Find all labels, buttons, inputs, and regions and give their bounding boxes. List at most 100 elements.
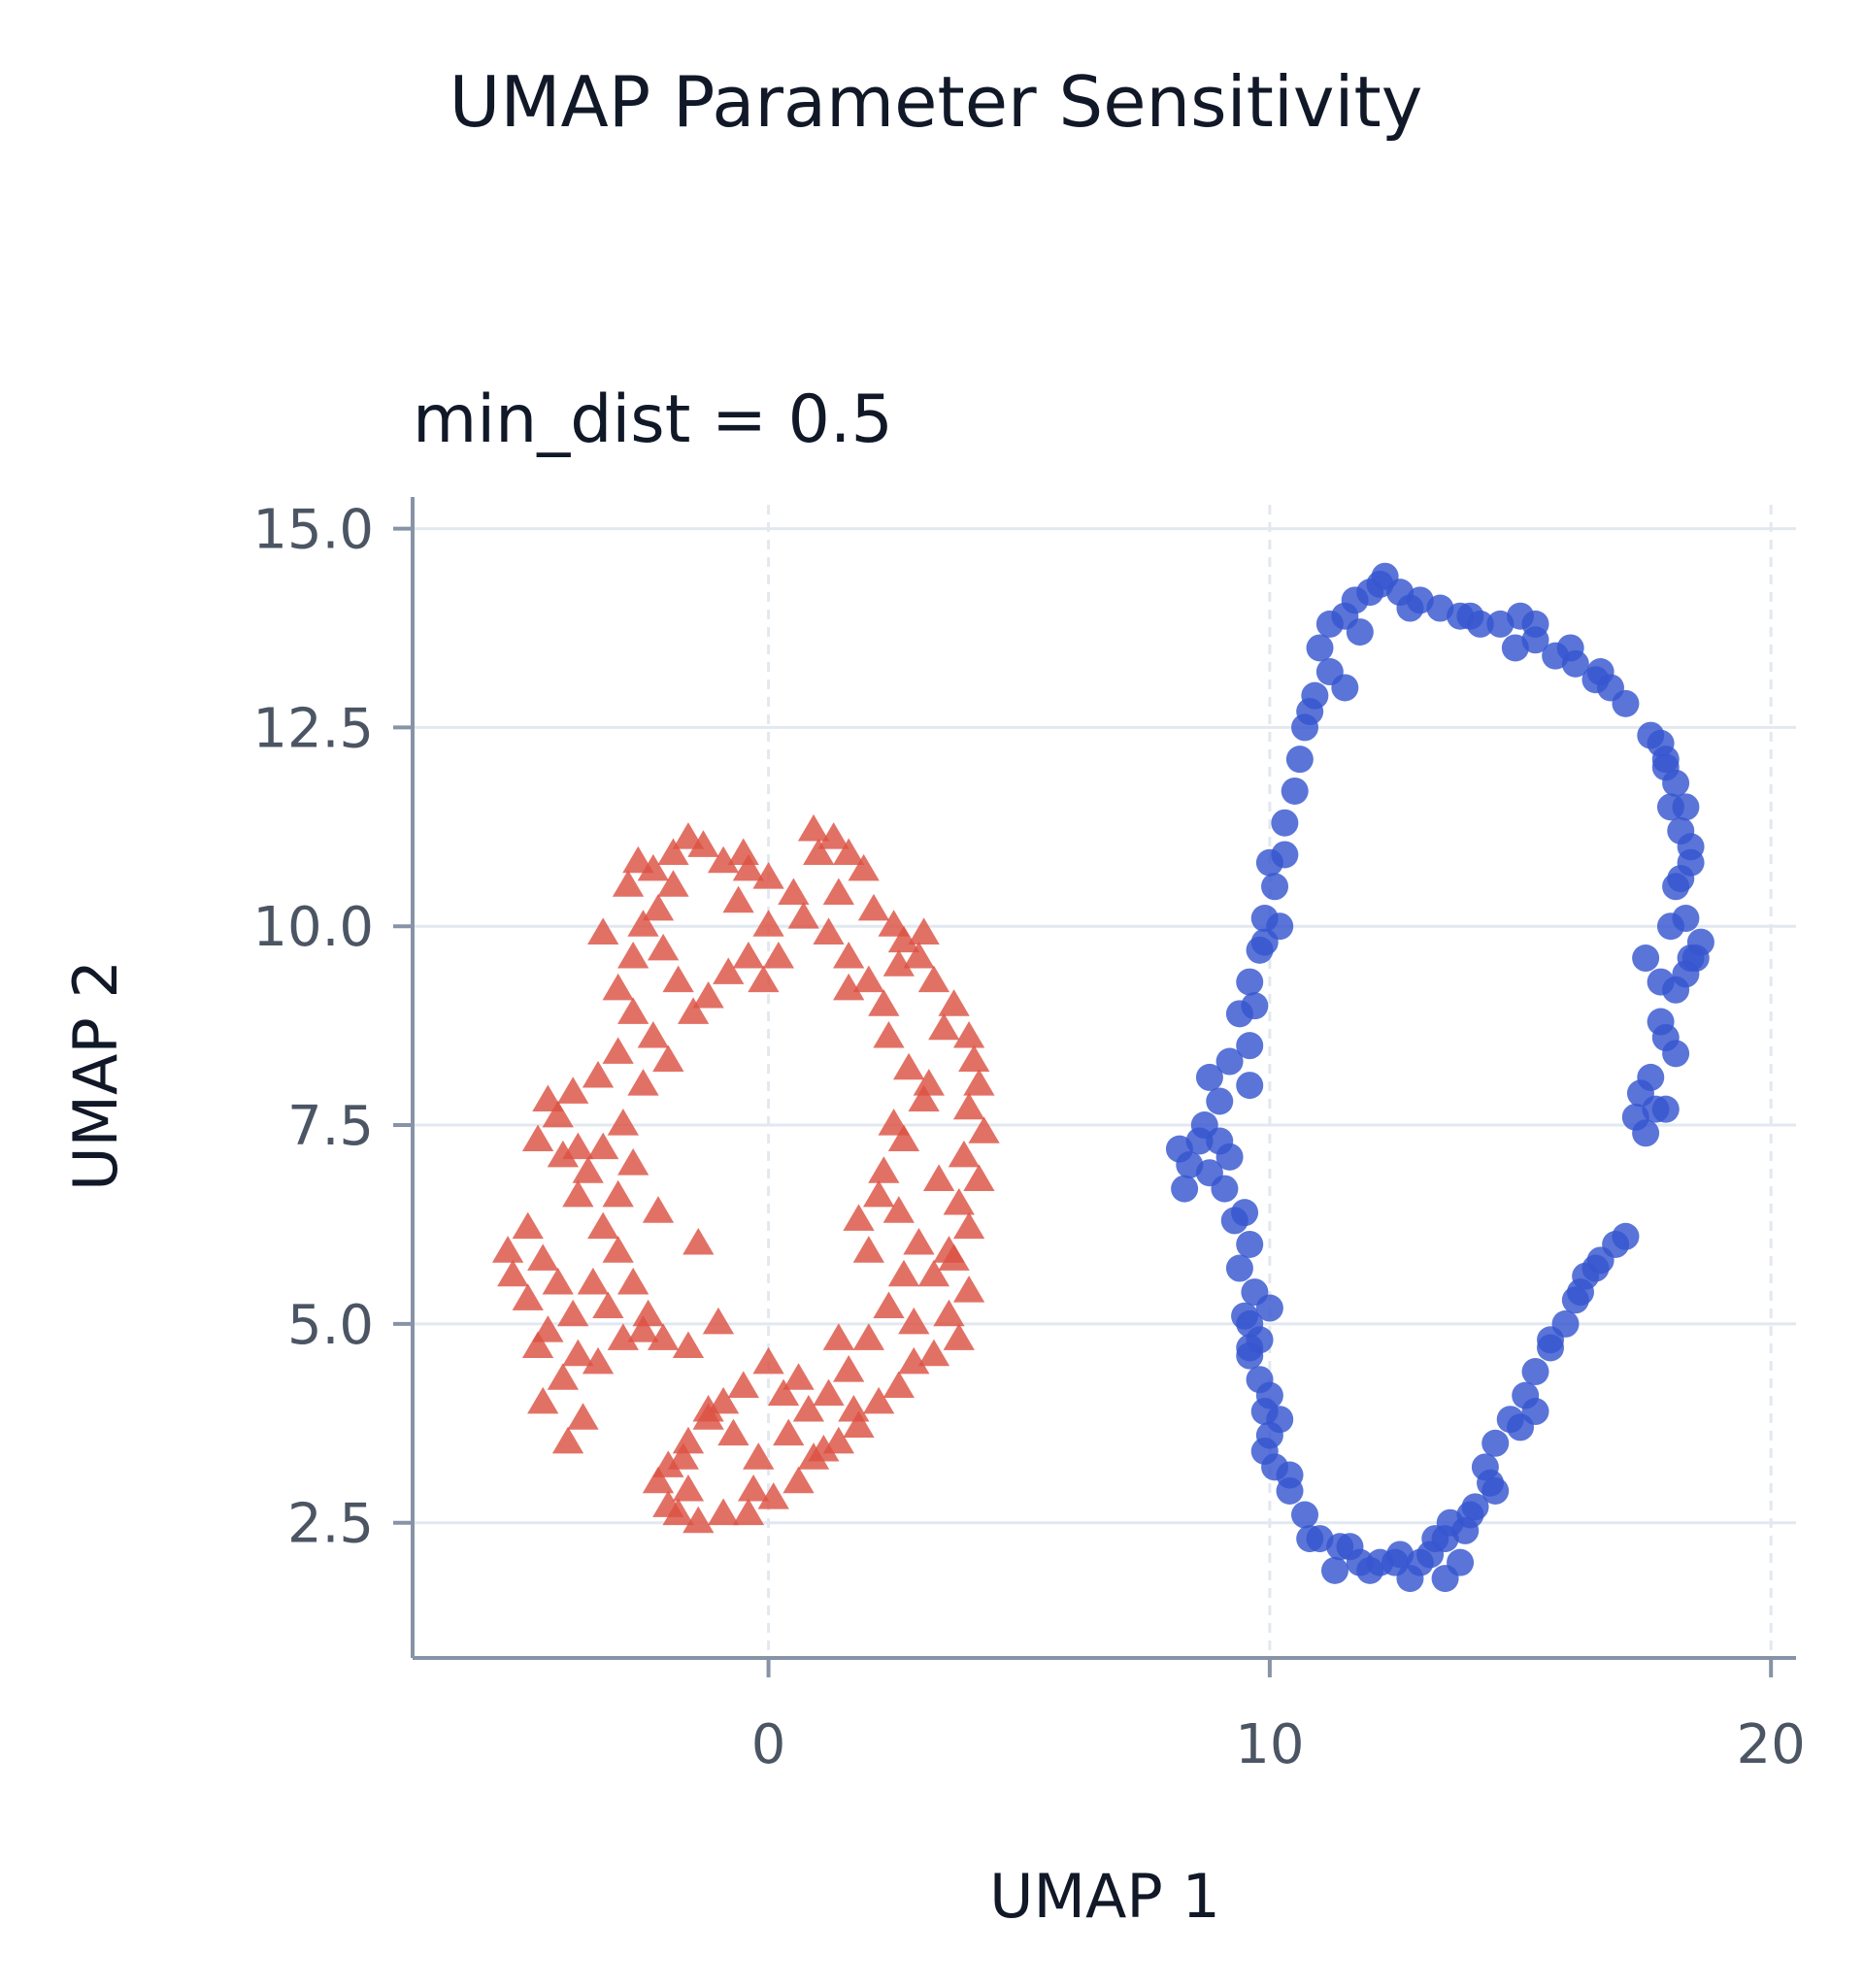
series-1-points	[1165, 562, 1714, 1593]
triangle-point	[491, 1236, 524, 1263]
circle-point	[1667, 865, 1695, 893]
circle-point	[1261, 873, 1289, 901]
x-tick-label: 0	[751, 1713, 786, 1776]
circle-point	[1236, 1230, 1264, 1258]
circle-point	[1171, 1175, 1199, 1203]
triangle-point	[622, 845, 654, 874]
circle-point	[1236, 968, 1264, 996]
triangle-point	[702, 1307, 735, 1335]
circle-point	[1336, 1533, 1364, 1561]
circle-point	[1195, 1063, 1223, 1091]
triangle-point	[792, 1395, 825, 1422]
circle-point	[1225, 1254, 1253, 1282]
y-tick-label: 5.0	[287, 1294, 374, 1357]
triangle-point	[732, 853, 765, 881]
triangle-point	[882, 1371, 915, 1398]
triangle-point	[627, 1315, 659, 1342]
triangle-point	[717, 1418, 749, 1446]
triangle-point	[512, 1283, 544, 1310]
triangle-point	[707, 845, 740, 874]
triangle-point	[863, 1386, 895, 1414]
triangle-point	[968, 1116, 1000, 1143]
x-tick-label: 10	[1235, 1713, 1304, 1776]
triangle-point	[903, 942, 935, 969]
triangle-point	[682, 1227, 715, 1255]
triangle-point	[707, 1498, 740, 1526]
circle-point	[1456, 602, 1484, 630]
circle-point	[1271, 809, 1299, 837]
circle-point	[1291, 1501, 1319, 1529]
triangle-point	[917, 965, 950, 993]
triangle-point	[958, 1044, 990, 1073]
triangle-point	[617, 942, 649, 969]
triangle-point	[587, 1211, 619, 1240]
circle-point	[1677, 944, 1705, 973]
triangle-point	[512, 1211, 544, 1240]
triangle-point	[632, 1299, 664, 1327]
triangle-point	[652, 1044, 684, 1073]
triangle-point	[882, 1196, 915, 1223]
x-axis-label: UMAP 1	[989, 1861, 1220, 1932]
triangle-point	[532, 1084, 564, 1112]
triangle-point	[582, 1060, 615, 1088]
circle-point	[1581, 1254, 1610, 1282]
triangle-point	[577, 1267, 610, 1295]
triangle-point	[521, 1331, 554, 1359]
triangle-point	[852, 1236, 884, 1263]
triangle-point	[672, 1426, 705, 1454]
triangle-point	[767, 1378, 800, 1407]
triangle-point	[843, 1204, 875, 1231]
triangle-point	[648, 933, 680, 961]
triangle-point	[917, 1259, 950, 1287]
triangle-point	[903, 1227, 935, 1255]
triangle-point	[527, 1243, 559, 1271]
circle-point	[1477, 1469, 1505, 1497]
triangle-point	[952, 1020, 985, 1048]
circle-point	[1306, 634, 1334, 662]
triangle-point	[562, 1339, 594, 1367]
circle-point	[1255, 1294, 1283, 1322]
triangle-point	[692, 980, 724, 1009]
triangle-point	[627, 910, 659, 937]
triangle-point	[562, 1179, 594, 1208]
circle-point	[1231, 1199, 1259, 1227]
triangle-point	[752, 910, 784, 937]
triangle-point	[813, 917, 845, 944]
triangle-point	[922, 1164, 955, 1191]
circle-point	[1285, 746, 1314, 774]
triangle-point	[557, 1077, 589, 1104]
triangle-point	[773, 1418, 805, 1446]
circle-point	[1381, 1548, 1409, 1576]
triangle-point	[687, 830, 719, 857]
triangle-point	[898, 1307, 930, 1335]
triangle-point	[672, 1474, 705, 1502]
triangle-point	[727, 1371, 759, 1398]
circle-point	[1647, 729, 1675, 757]
triangle-point	[887, 1259, 920, 1287]
triangle-point	[762, 942, 795, 969]
circle-point	[1236, 1072, 1264, 1100]
triangle-point	[857, 893, 890, 921]
triangle-point	[732, 942, 765, 969]
x-tick-label: 20	[1737, 1713, 1806, 1776]
triangle-point	[963, 1164, 995, 1191]
circle-point	[1206, 1087, 1234, 1115]
triangle-point	[963, 1069, 995, 1096]
triangle-point	[797, 813, 830, 842]
triangle-point	[817, 822, 849, 849]
triangle-point	[882, 949, 915, 977]
triangle-point	[873, 1291, 905, 1319]
circle-point	[1521, 610, 1549, 638]
tick-labels: 2.5 5.0 7.5 10.0 12.5 15.0 0 10 20	[252, 499, 1806, 1776]
triangle-point	[943, 1323, 975, 1350]
circle-point	[1315, 610, 1344, 638]
triangle-point	[782, 1363, 815, 1390]
triangle-point	[667, 1442, 699, 1470]
triangle-point	[602, 1037, 634, 1064]
triangle-point	[833, 1355, 865, 1382]
triangle-point	[873, 1020, 905, 1048]
triangle-point	[547, 1140, 580, 1168]
circle-point	[1346, 618, 1374, 646]
triangle-point	[913, 1069, 945, 1096]
